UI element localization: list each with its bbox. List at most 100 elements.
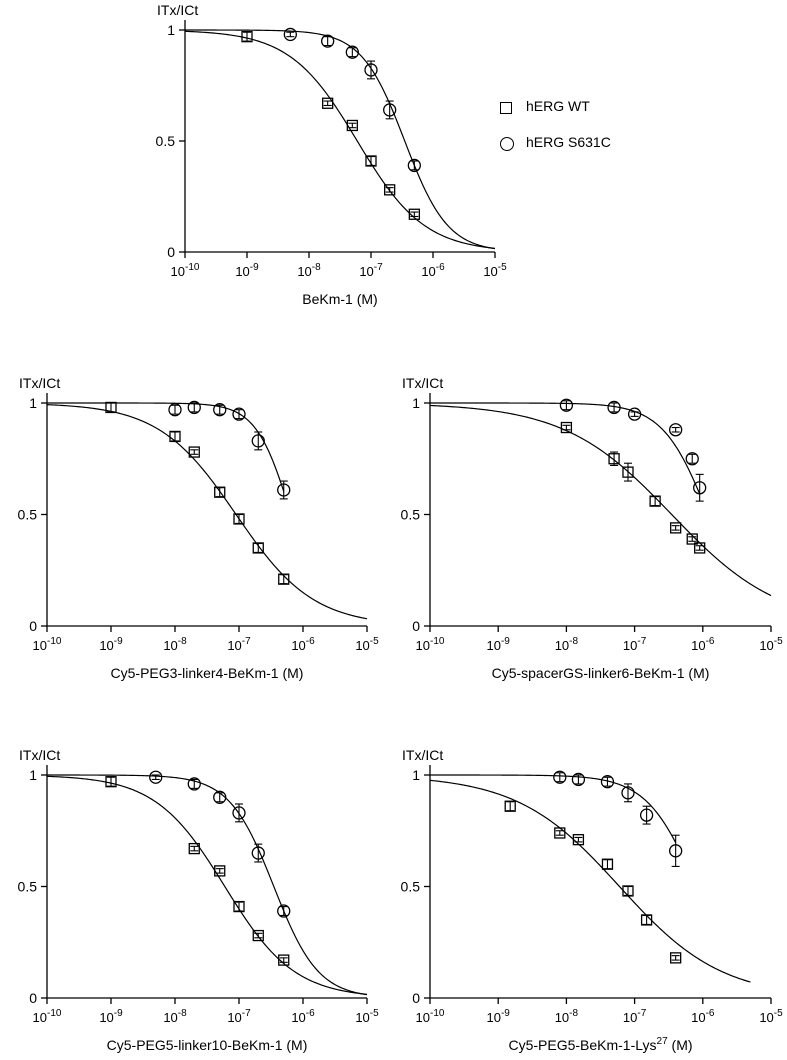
data-point-square [105,776,117,788]
data-point-circle [364,63,378,77]
data-point-circle [277,483,291,497]
x-tick-label: 10-7 [623,636,647,653]
data-point-circle [407,158,421,173]
x-tick-label: 10-6 [421,262,445,279]
fit-curve [429,404,772,597]
data-point-circle [251,846,265,860]
y-tick-label: 0.5 [401,507,421,523]
x-tick-label: 10-10 [416,1008,445,1025]
chart-panel: 0 0.5 1 10-10 10-9 10-8 10-7 10-6 10-5 ITx/ICt Cy5… [401,747,784,1053]
fit-curve [430,774,677,843]
chart-panel: 0 0.5 1 10-10 10-9 10-8 10-7 10-6 10-5 ITx/ICt Cy5… [401,375,784,681]
x-tick-label: 10-5 [759,1008,783,1025]
x-tick-label: 10-10 [171,262,200,279]
data-point-square [233,900,245,913]
data-point-square [322,97,334,109]
x-tick-label: 10-10 [33,636,62,653]
legend-label: hERG S631C [526,134,611,150]
y-tick-label: 0 [29,618,37,634]
data-point-circle [693,481,707,495]
y-tick-label: 0 [29,990,37,1006]
x-tick-label: 10-10 [33,1008,62,1025]
x-tick-label: 10-8 [555,1008,579,1025]
fit-curve [47,402,285,492]
data-point-circle [600,775,615,789]
data-point-circle [321,34,335,48]
y-axis-label: ITx/ICt [402,375,443,391]
x-tick-label: 10-8 [163,636,187,653]
fit-curve [184,30,496,249]
data-point-square [278,573,290,585]
data-point-square [188,446,200,458]
data-point-circle [669,844,683,858]
fit-curve [46,775,368,995]
data-point-circle [187,777,201,791]
x-tick-label: 10-8 [555,636,579,653]
data-point-circle [168,403,182,417]
chart-panel: 0 0.5 1 10-10 10-9 10-8 10-7 10-6 10-5 ITx/ICt Cy5… [18,375,380,681]
data-point-square [686,533,698,545]
data-point-circle [149,770,163,784]
x-tick-label: 10-9 [99,636,123,653]
y-tick-label: 0.5 [18,507,38,523]
data-point-circle [251,434,265,448]
fit-curve [47,774,368,996]
y-tick-label: 0 [167,244,175,260]
x-tick-label: 10-5 [483,262,507,279]
chart-legend: hERG WT hERG S631C [500,98,700,170]
fit-curve [430,402,701,495]
data-point-circle [277,904,291,918]
data-point-square [252,542,264,554]
data-point-square [169,430,181,443]
fit-curve [429,779,751,983]
x-tick-label: 10-6 [691,1008,715,1025]
chart-panel: 0 0.5 1 10-10 10-9 10-8 10-7 10-6 10-5 ITx/ICt BeK… [156,2,508,307]
data-point-square [384,184,396,196]
data-point-square [572,834,585,846]
data-point-circle [607,400,621,415]
data-point-circle [213,403,227,417]
data-point-circle [639,808,654,822]
data-point-circle [559,398,574,412]
x-tick-label: 10-6 [291,1008,315,1025]
x-tick-label: 10-9 [235,262,259,279]
x-tick-label: 10-5 [355,636,379,653]
data-point-circle [232,407,246,421]
x-tick-label: 10-5 [759,636,783,653]
y-tick-label: 0.5 [156,133,176,149]
y-tick-label: 0.5 [401,879,421,895]
x-tick-label: 10-5 [355,1008,379,1025]
data-point-square [365,155,377,167]
y-axis-label: ITx/ICt [19,375,60,391]
x-tick-label: 10-8 [163,1008,187,1025]
x-tick-label: 10-6 [291,636,315,653]
data-point-square [214,865,226,877]
x-axis-label: Cy5-PEG3-linker4-BeKm-1 (M) [111,665,304,681]
data-point-circle [283,27,297,42]
x-tick-label: 10-7 [359,262,383,279]
data-point-square [608,453,620,465]
y-tick-label: 1 [412,395,420,411]
data-point-circle [621,786,635,800]
x-axis-label: Cy5-PEG5-BeKm-1-Lys27 (M) [508,1036,692,1053]
data-point-circle [383,103,397,117]
x-tick-label: 10-7 [227,1008,251,1025]
x-tick-label: 10-10 [416,636,445,653]
data-point-square [241,31,253,43]
data-point-circle [685,452,699,466]
data-point-circle [553,770,567,784]
data-point-square [622,466,634,478]
y-axis-label: ITx/ICt [402,747,443,763]
data-point-square [670,952,682,964]
y-tick-label: 1 [167,22,175,38]
data-point-circle [345,45,359,59]
data-point-circle [627,407,642,421]
x-tick-label: 10-7 [623,1008,647,1025]
x-tick-label: 10-9 [99,1008,123,1025]
x-tick-label: 10-8 [297,262,321,279]
y-tick-label: 1 [29,395,37,411]
data-point-square [649,495,661,507]
y-tick-label: 0.5 [18,879,38,895]
y-tick-label: 1 [29,767,37,783]
data-point-square [601,858,614,870]
